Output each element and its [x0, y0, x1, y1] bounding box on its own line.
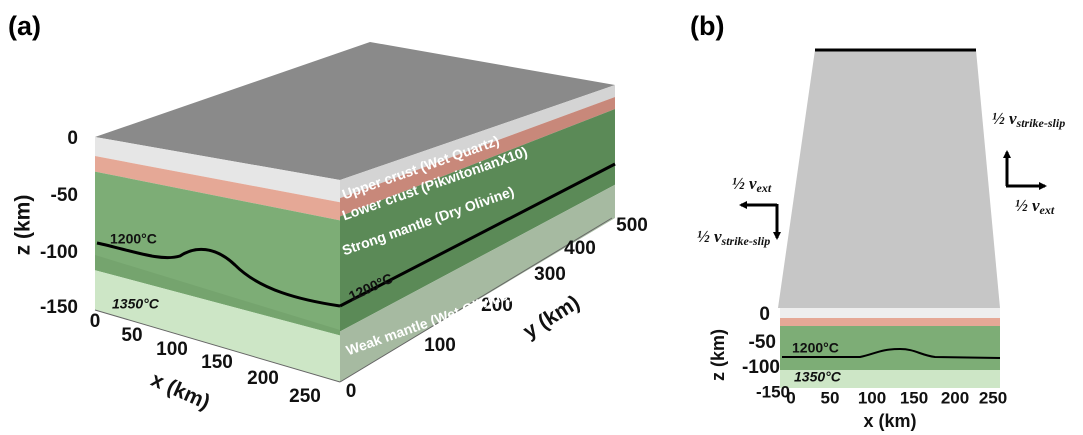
x-tick-label: 100 [156, 339, 188, 360]
block-geometry [95, 42, 1000, 388]
figure: (a) (b) 0 -50 -100 -150 z (km) 0 50 100 … [0, 0, 1083, 435]
x-axis-title: x (km) [863, 411, 916, 431]
x-tick-label: 200 [247, 368, 279, 389]
x-tick-label: 250 [979, 388, 1007, 407]
y-tick-label: 500 [616, 215, 648, 236]
z-tick-label: -150 [40, 297, 78, 318]
x-tick-label: 50 [121, 325, 142, 346]
y-axis-title: y (km) [519, 291, 584, 343]
y-tick-label: 100 [424, 335, 456, 356]
velocity-label: ½ vstrike-slip [992, 109, 1065, 130]
top-face [778, 50, 1000, 308]
panel-label: (a) [8, 11, 41, 41]
x-axis-title: x (km) [147, 368, 213, 414]
isotherm-label: 1350°C [112, 296, 160, 312]
panel-label: (b) [690, 11, 724, 41]
x-tick-label: 200 [941, 388, 969, 407]
x-tick-label: 150 [900, 388, 928, 407]
velocity-label: ½ vstrike-slip [697, 227, 770, 248]
z-tick-label: -50 [51, 185, 78, 206]
y-tick-label: 400 [564, 238, 596, 259]
isotherm-label: 1350°C [794, 369, 842, 385]
z-tick-label: -50 [749, 332, 776, 353]
z-tick-label: -100 [742, 357, 780, 378]
x-tick-label: 0 [90, 311, 101, 332]
isotherm-label: 1200°C [110, 231, 157, 247]
z-axis-title: z (km) [12, 195, 35, 256]
z-tick-label: 0 [759, 304, 770, 325]
isotherm-label: 1200°C [792, 340, 839, 356]
front-layer [780, 308, 1000, 318]
velocity-label: ½ vext [732, 174, 772, 195]
x-tick-label: 250 [289, 386, 321, 407]
x-tick-label: 100 [858, 388, 886, 407]
x-tick-label: 50 [821, 388, 840, 407]
z-tick-label: -100 [40, 242, 78, 263]
y-tick-label: 300 [534, 264, 566, 285]
z-tick-label: 0 [67, 128, 78, 149]
z-tick-label: -150 [756, 382, 790, 401]
front-layer [780, 318, 1000, 326]
x-tick-label: 0 [786, 388, 795, 407]
velocity-label: ½ vext [1015, 196, 1055, 217]
x-tick-label: 150 [201, 352, 233, 373]
z-axis-title: z (km) [708, 329, 728, 381]
y-tick-label: 0 [346, 381, 357, 402]
